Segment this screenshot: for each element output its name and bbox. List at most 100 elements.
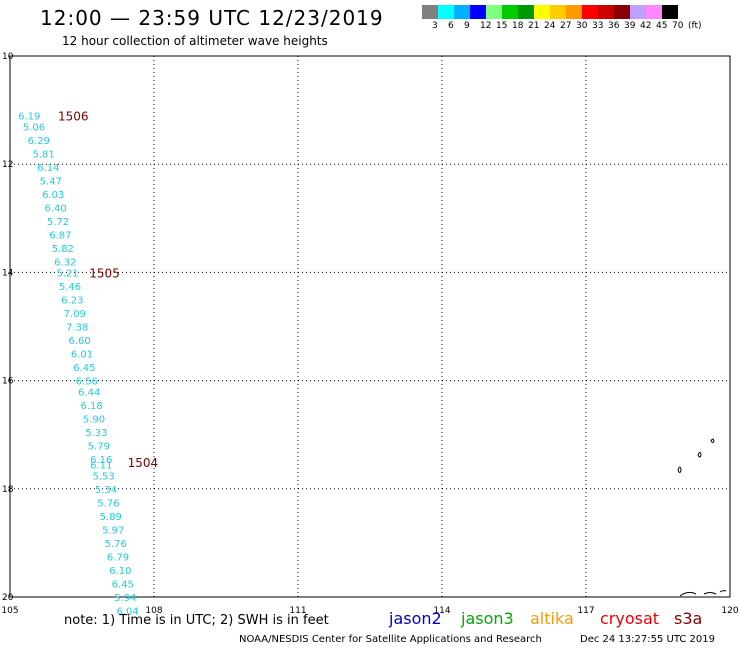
wave-height-label: 6.14	[37, 163, 59, 174]
wave-height-label: 6.29	[28, 136, 50, 147]
lat-tick-label: 12	[2, 160, 13, 170]
wave-height-label: 6.19	[18, 112, 40, 123]
lon-tick-label: 108	[145, 606, 162, 616]
time-label: 1505	[89, 266, 120, 280]
island-shape	[697, 452, 702, 458]
legend-label: 42	[640, 21, 652, 31]
legend-swatch	[438, 5, 454, 19]
satellite-cryosat: cryosat	[600, 609, 660, 628]
legend-label: 18	[512, 21, 524, 31]
footer-timestamp: Dec 24 13:27:55 UTC 2019	[580, 634, 715, 645]
map-frame	[9, 55, 731, 598]
legend-swatch	[662, 5, 678, 19]
wave-height-label: 5.34	[95, 485, 117, 496]
wave-height-label: 5.47	[40, 176, 62, 187]
island-shape	[710, 438, 715, 443]
legend-label: 39	[624, 21, 636, 31]
wave-height-label: 6.44	[78, 387, 100, 398]
wave-height-label: 6.03	[42, 190, 64, 201]
wave-height-label: 7.09	[64, 309, 86, 320]
satellite-altika: altika	[530, 609, 574, 628]
satellite-jason2: jason2	[389, 609, 442, 628]
lat-tick-label: 10	[2, 52, 14, 62]
lon-tick-label: 120	[721, 606, 738, 616]
wave-height-label: 5.33	[85, 428, 107, 439]
page-subtitle: 12 hour collection of altimeter wave hei…	[62, 34, 328, 48]
wave-height-label: 6.04	[116, 607, 138, 618]
wave-height-label: 6.79	[107, 552, 129, 563]
wave-height-label: 6.56	[76, 377, 98, 388]
legend-label: 12	[480, 21, 492, 31]
legend-label: 45	[656, 21, 668, 31]
legend-label: 36	[608, 21, 620, 31]
legend-label: 21	[528, 21, 540, 31]
legend-label: 27	[560, 21, 572, 31]
legend-swatch	[534, 5, 550, 19]
legend-swatch	[566, 5, 582, 19]
wave-height-label: 5.76	[97, 498, 119, 509]
wave-height-label: 5.21	[56, 268, 78, 279]
wave-height-label: 6.87	[49, 231, 71, 242]
wave-height-label: 5.06	[23, 122, 45, 133]
legend-label: 6	[448, 21, 454, 31]
color-legend-labels: 3 6 9 12 15 18 21 24 27 30 33 36 39 42 45 70 (ft)	[422, 21, 740, 33]
legend-label: 9	[464, 21, 470, 31]
lon-tick-label: 105	[1, 606, 18, 616]
wave-height-label: 5.72	[47, 217, 69, 228]
wave-height-label: 6.45	[73, 363, 95, 374]
wave-height-label: 6.32	[54, 258, 76, 269]
footer-credit: NOAA/NESDIS Center for Satellite Applica…	[239, 634, 542, 645]
legend-swatch	[486, 5, 502, 19]
legend-swatch	[582, 5, 598, 19]
legend-swatch	[630, 5, 646, 19]
legend-swatch	[470, 5, 486, 19]
lat-tick-label: 20	[2, 593, 14, 603]
wave-height-label: 6.23	[61, 295, 83, 306]
satellite-jason3: jason3	[461, 609, 514, 628]
wave-height-label: 6.18	[80, 401, 102, 412]
island-shape	[677, 466, 682, 473]
lon-tick-label: 114	[433, 606, 450, 616]
lat-tick-label: 16	[2, 377, 14, 387]
wave-height-label: 5.90	[83, 414, 105, 425]
legend-label: 24	[544, 21, 556, 31]
legend-swatch	[454, 5, 470, 19]
legend-label: 3	[432, 21, 438, 31]
wave-height-label: 5.79	[88, 442, 110, 453]
legend-swatch	[550, 5, 566, 19]
wave-height-label: 5.82	[52, 244, 74, 255]
legend-swatch	[598, 5, 614, 19]
time-label: 1504	[128, 456, 159, 470]
page-title: 12:00 — 23:59 UTC 12/23/2019	[40, 6, 384, 30]
wave-height-label: 5.89	[100, 512, 122, 523]
wave-height-label: 6.01	[71, 350, 93, 361]
color-legend	[422, 5, 678, 19]
wave-height-label: 6.10	[109, 566, 131, 577]
lon-tick-label: 117	[577, 606, 594, 616]
legend-label: 33	[592, 21, 604, 31]
legend-label: 70	[672, 21, 684, 31]
time-label: 1506	[58, 110, 89, 124]
legend-swatch	[422, 5, 438, 19]
wave-height-label: 6.60	[68, 336, 90, 347]
wave-height-label: 5.46	[59, 282, 81, 293]
legend-swatch	[502, 5, 518, 19]
wave-height-label: 5.97	[102, 525, 124, 536]
lat-tick-label: 14	[2, 268, 14, 278]
wave-height-label: 5.53	[92, 471, 114, 482]
wave-height-label: 6.45	[112, 579, 134, 590]
lat-tick-label: 18	[2, 485, 14, 495]
lon-tick-label: 111	[289, 606, 306, 616]
coastline-shape	[679, 590, 727, 597]
wave-height-label: 6.11	[90, 460, 112, 471]
legend-swatch	[518, 5, 534, 19]
wave-height-label: 5.81	[32, 149, 54, 160]
wave-height-label: 5.76	[104, 539, 126, 550]
wave-height-label: 5.94	[114, 593, 136, 604]
legend-label: 30	[576, 21, 588, 31]
wave-height-label: 6.16	[90, 455, 112, 466]
legend-swatch	[646, 5, 662, 19]
legend-label: (ft)	[688, 21, 702, 31]
wave-height-label: 7.38	[66, 323, 88, 334]
